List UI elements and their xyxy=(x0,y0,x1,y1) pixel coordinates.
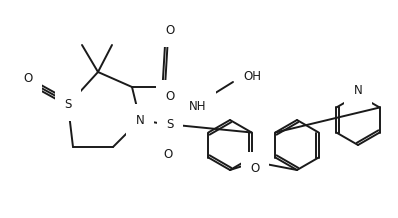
Text: O: O xyxy=(166,24,175,37)
Text: N: N xyxy=(136,114,144,126)
Text: S: S xyxy=(166,119,174,131)
Text: O: O xyxy=(166,90,175,102)
Text: O: O xyxy=(163,148,173,160)
Text: OH: OH xyxy=(243,70,261,82)
Text: N: N xyxy=(354,83,362,97)
Text: NH: NH xyxy=(189,100,207,114)
Text: O: O xyxy=(23,72,33,85)
Text: S: S xyxy=(64,99,72,111)
Text: O: O xyxy=(250,162,259,174)
